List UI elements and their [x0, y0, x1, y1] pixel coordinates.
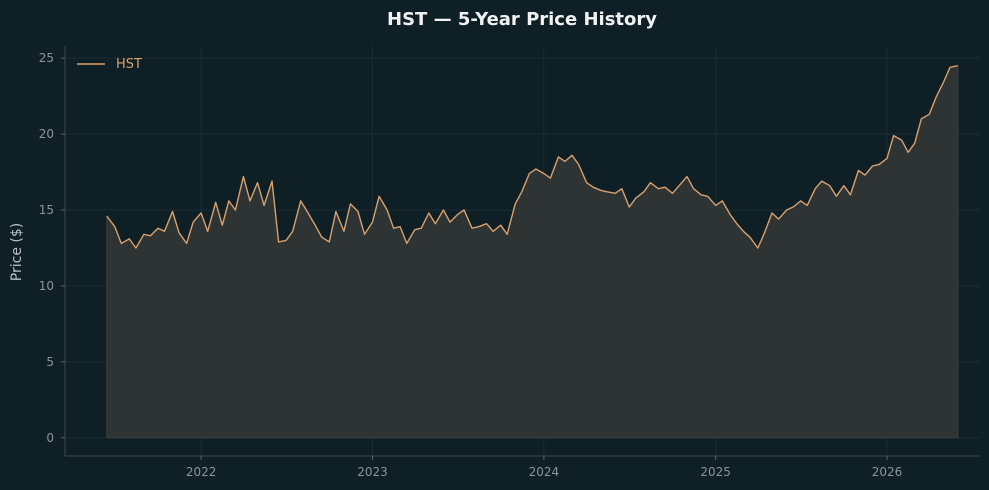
y-tick-label: 5 — [46, 355, 54, 369]
y-axis-ticks: 0 5 10 15 20 25 — [39, 51, 65, 445]
x-tick-label: 2023 — [357, 465, 388, 479]
y-tick-label: 20 — [39, 127, 54, 141]
legend: HST — [77, 57, 142, 72]
plot-area — [106, 65, 959, 439]
x-tick-label: 2024 — [529, 465, 560, 479]
y-tick-label: 15 — [39, 203, 54, 217]
axes — [64, 46, 980, 457]
chart-title: HST — 5-Year Price History — [387, 9, 657, 30]
x-tick-label: 2022 — [186, 465, 217, 479]
y-tick-label: 25 — [39, 51, 54, 65]
x-tick-label: 2026 — [872, 465, 903, 479]
series-line-hst — [106, 65, 959, 249]
y-tick-label: 10 — [39, 279, 54, 293]
x-axis-ticks: 2022 2023 2024 2025 2026 — [186, 456, 902, 479]
y-tick-label: 0 — [46, 431, 54, 445]
area-fill-hst — [106, 65, 959, 439]
legend-label: HST — [116, 57, 142, 72]
x-tick-label: 2025 — [700, 465, 731, 479]
y-axis-label: Price ($) — [9, 223, 25, 281]
